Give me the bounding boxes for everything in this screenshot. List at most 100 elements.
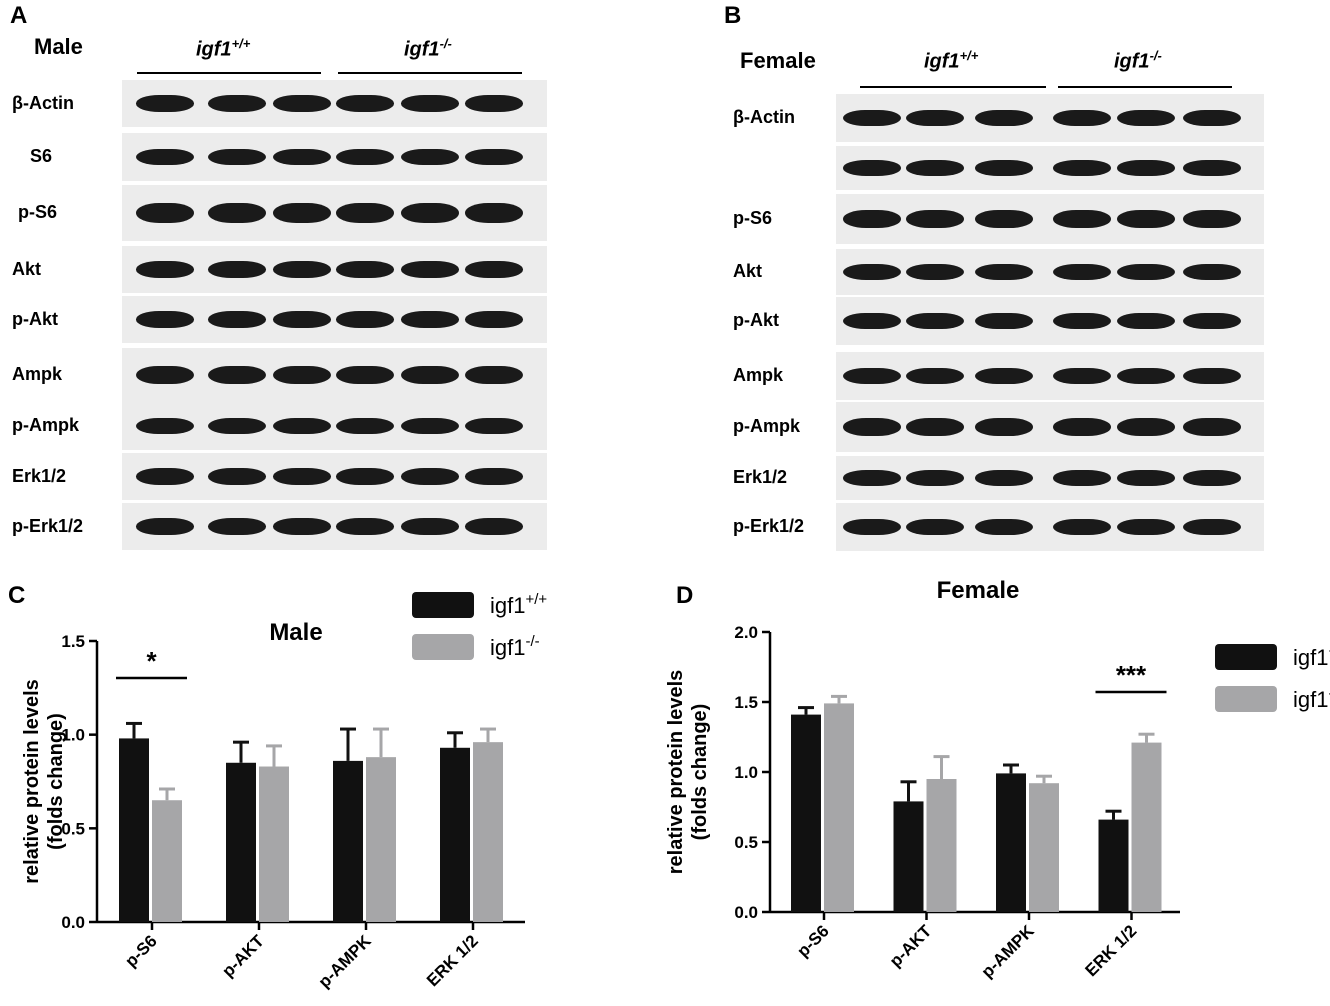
blot-band: [1183, 210, 1241, 228]
blot-row-label: β-Actin: [733, 107, 795, 127]
blot-band: [273, 417, 331, 435]
y-axis-label: relative protein levels: [21, 679, 43, 884]
panel-letter-d: D: [676, 582, 694, 609]
blot-band: [843, 518, 901, 536]
blot-row-label: p-Ampk: [733, 416, 800, 436]
blot-band: [401, 417, 459, 435]
y-tick-label: 0.5: [61, 819, 85, 838]
blot-band: [843, 109, 901, 127]
blot-band: [1053, 109, 1111, 127]
blot-band: [273, 311, 331, 328]
blot-a-group-ko: igf1-/-: [404, 36, 452, 61]
blot-b-group-wt-line: [860, 86, 1046, 88]
bar: [893, 801, 924, 912]
legend-label-sup: -/-: [1328, 685, 1330, 702]
blot-band: [1183, 518, 1241, 536]
blot-band: [906, 109, 964, 127]
blot-band: [465, 95, 523, 112]
blot-band: [1053, 518, 1111, 536]
y-tick-label: 0.0: [734, 903, 758, 922]
blot-row-label: S6: [30, 146, 53, 166]
blot-band: [906, 418, 964, 436]
legend-swatch: [1215, 686, 1277, 712]
blot-band: [336, 148, 394, 166]
blot-band: [273, 95, 331, 112]
blot-band: [843, 312, 901, 330]
bar: [152, 800, 182, 922]
blot-band: [1053, 210, 1111, 228]
bar-chart-male: Male relative protein levels (folds change…: [21, 591, 547, 992]
blot-row-label: p-S6: [18, 202, 58, 222]
blot-row-label: Akt: [12, 258, 42, 279]
blot-band: [1117, 210, 1175, 228]
blot-band: [465, 261, 523, 278]
bar: [996, 773, 1026, 912]
blot-row-label: p-Akt: [12, 308, 58, 329]
bar: [119, 738, 149, 922]
blot-band: [975, 518, 1033, 536]
blot-row-label: p-Erk1/2: [12, 515, 84, 536]
bar-chart-female: Female relative protein levels (folds chan…: [665, 577, 1330, 982]
blot-band: [906, 312, 964, 330]
blot-band: [906, 160, 964, 176]
x-tick-label: p-S6: [793, 921, 832, 960]
blot-band: [1183, 470, 1241, 486]
blot-band: [975, 210, 1033, 228]
blot-band: [208, 365, 266, 385]
bar: [333, 760, 363, 922]
legend-label-sup: -/-: [525, 633, 539, 650]
bar: [259, 766, 289, 922]
x-tick-label: p-S6: [121, 931, 160, 970]
blot-row-label: p-Erk1/2: [733, 516, 805, 536]
blot-band: [336, 468, 394, 485]
blot-band: [975, 263, 1033, 281]
blot-band: [336, 261, 394, 278]
blot-band: [336, 311, 394, 328]
y-tick-label: 2.0: [734, 623, 758, 642]
legend-label-sup: +/+: [525, 591, 547, 608]
blot-band: [465, 311, 523, 328]
blot-b-title: Female: [740, 48, 816, 73]
y-tick-label: 1.0: [61, 726, 85, 745]
blot-a-title: Male: [34, 34, 83, 59]
y-axis-label: (folds change): [45, 713, 67, 850]
blot-band: [975, 160, 1033, 176]
blot-band: [1117, 367, 1175, 385]
blot-band: [208, 468, 266, 485]
blot-b-group-wt: igf1+/+: [924, 48, 979, 73]
blot-band: [465, 148, 523, 166]
blot-a-group-wt-line: [137, 72, 321, 74]
blot-band: [208, 203, 266, 223]
blot-band: [1117, 109, 1175, 127]
blot-band: [1183, 109, 1241, 127]
blot-band: [208, 518, 266, 535]
y-axis-label: relative protein levels: [665, 670, 687, 875]
blot-band: [336, 417, 394, 435]
panel-letter-a: A: [10, 2, 28, 29]
x-tick-label: p-AMPK: [315, 931, 376, 992]
legend-label: igf1-/-: [1293, 685, 1330, 712]
x-tick-label: p-AKT: [218, 931, 268, 981]
blot-band: [465, 417, 523, 435]
y-tick-label: 1.0: [734, 763, 758, 782]
legend-swatch: [412, 634, 474, 660]
blot-band: [273, 203, 331, 223]
panel-letter-b: B: [724, 2, 742, 29]
blot-band: [208, 261, 266, 278]
blot-band: [1117, 312, 1175, 330]
blot-band: [401, 148, 459, 166]
blot-band: [401, 365, 459, 385]
blot-band: [843, 160, 901, 176]
blot-band: [401, 203, 459, 223]
blot-row-label: p-Akt: [733, 310, 779, 330]
blot-band: [1053, 470, 1111, 486]
blot-row-label: Ampk: [12, 364, 63, 384]
blot-band: [136, 311, 194, 328]
blot-band: [1053, 367, 1111, 385]
chart-title: Male: [269, 619, 322, 646]
legend-label-name: igf1: [490, 635, 525, 660]
blot-band: [906, 470, 964, 486]
blot-band: [401, 95, 459, 112]
blot-band: [136, 95, 194, 112]
blot-band: [1183, 263, 1241, 281]
